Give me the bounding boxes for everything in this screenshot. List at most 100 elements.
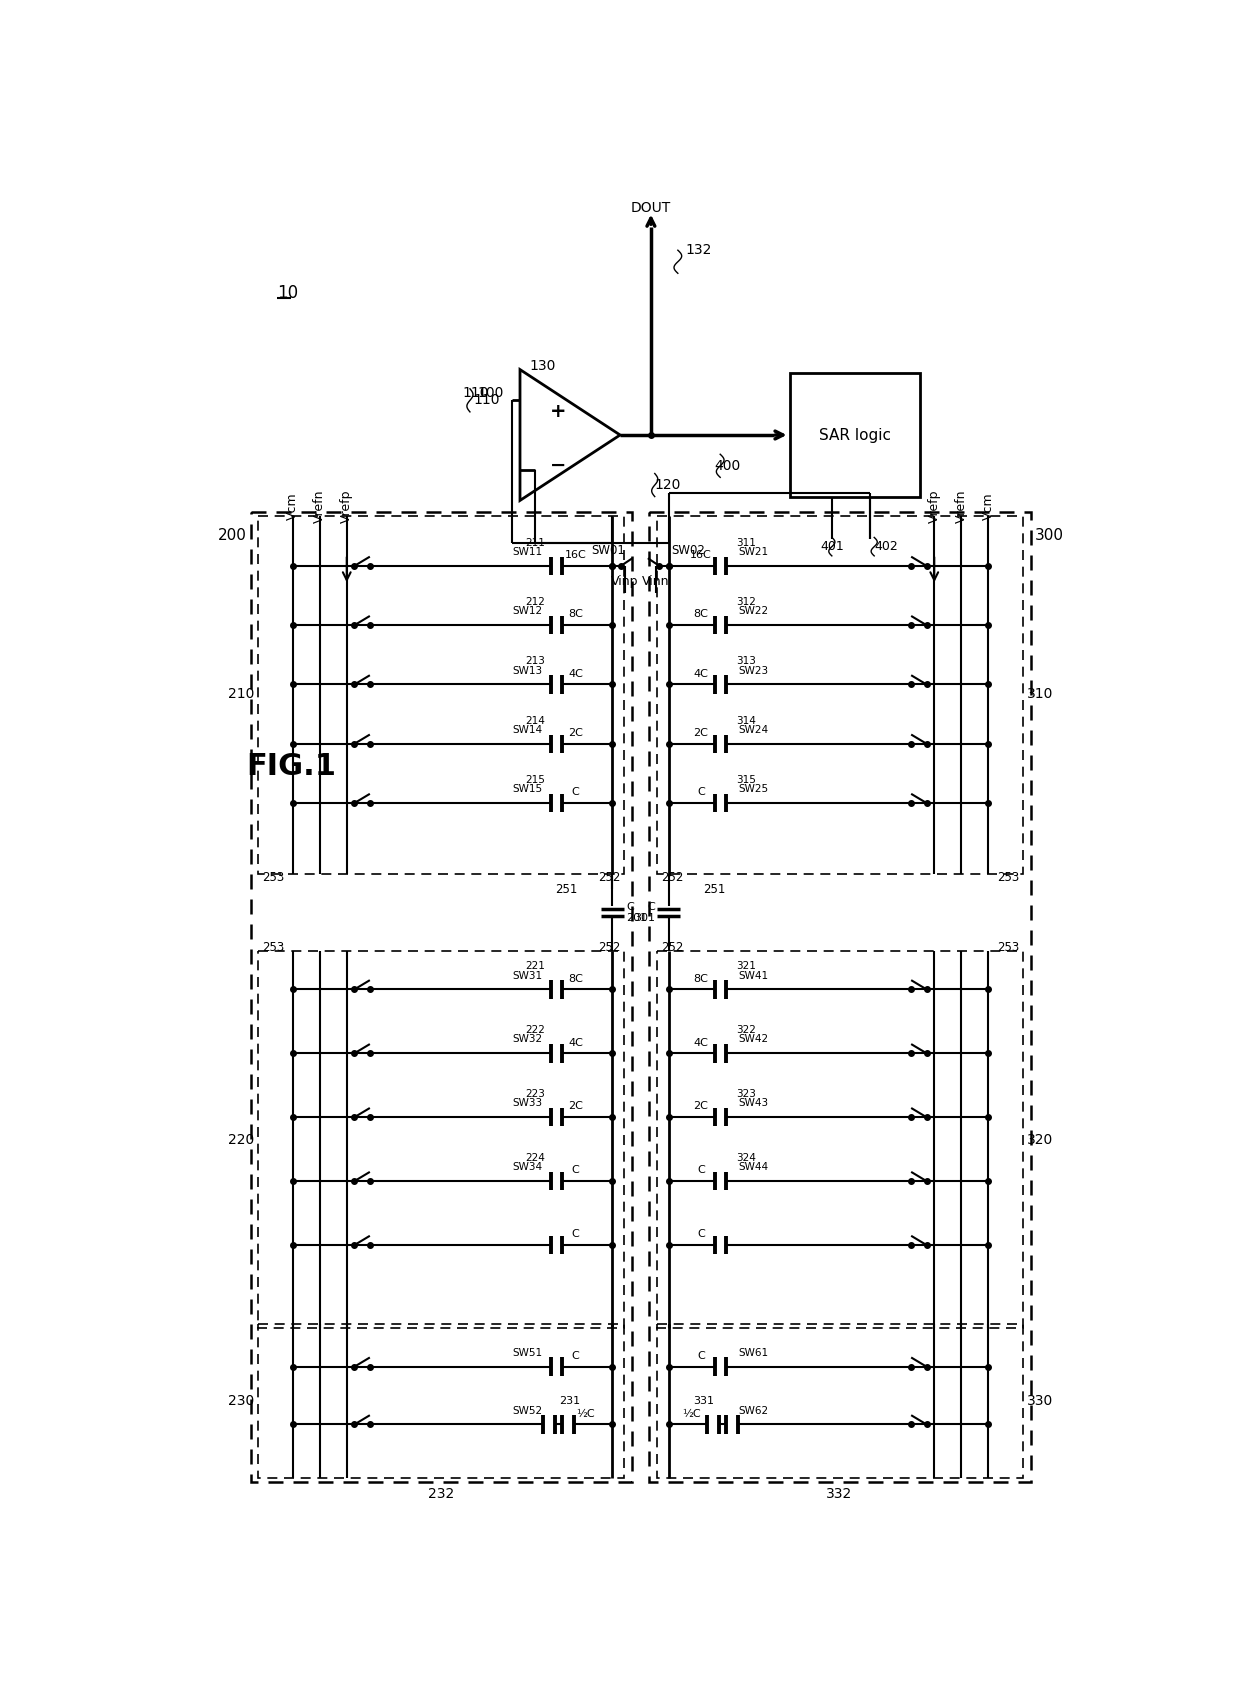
Text: +: + xyxy=(551,403,567,422)
Text: 120: 120 xyxy=(655,478,681,491)
Text: SW43: SW43 xyxy=(738,1098,769,1108)
Text: 212: 212 xyxy=(526,597,546,607)
Text: 4C: 4C xyxy=(693,1037,708,1047)
Text: 2C: 2C xyxy=(693,728,708,738)
Text: 16C: 16C xyxy=(564,551,587,559)
Text: 252: 252 xyxy=(598,872,620,884)
Text: 8C: 8C xyxy=(693,974,708,984)
Text: 252: 252 xyxy=(661,940,683,954)
Text: 253: 253 xyxy=(997,940,1019,954)
Text: Vrefn: Vrefn xyxy=(314,490,326,524)
Text: 400: 400 xyxy=(714,459,742,473)
Text: 251: 251 xyxy=(703,882,725,896)
Text: 2C: 2C xyxy=(693,1102,708,1112)
Bar xyxy=(790,374,920,496)
Text: Vcm: Vcm xyxy=(286,493,299,520)
Text: 300: 300 xyxy=(1034,527,1064,542)
Text: C: C xyxy=(572,1229,579,1239)
Text: C: C xyxy=(572,1166,579,1175)
Text: SW02: SW02 xyxy=(671,544,704,558)
Text: SW12: SW12 xyxy=(512,607,543,617)
Text: 332: 332 xyxy=(826,1488,853,1501)
Text: C: C xyxy=(697,1229,704,1239)
Text: SW24: SW24 xyxy=(738,724,769,734)
Text: 315: 315 xyxy=(735,775,755,785)
Text: SW34: SW34 xyxy=(512,1163,543,1173)
Text: Vrefn: Vrefn xyxy=(955,490,967,524)
Text: 324: 324 xyxy=(735,1153,755,1163)
Text: SW33: SW33 xyxy=(512,1098,543,1108)
Text: Vrefp: Vrefp xyxy=(340,490,353,524)
Bar xyxy=(250,512,631,1482)
Text: SW42: SW42 xyxy=(738,1035,769,1044)
Text: 10: 10 xyxy=(278,284,299,301)
Text: SW32: SW32 xyxy=(512,1035,543,1044)
Text: 130: 130 xyxy=(529,359,557,372)
Text: 224: 224 xyxy=(526,1153,546,1163)
Text: 311: 311 xyxy=(735,537,755,547)
Text: 220: 220 xyxy=(228,1132,254,1146)
Bar xyxy=(258,1324,624,1479)
Text: FIG.1: FIG.1 xyxy=(247,751,336,780)
Text: SW14: SW14 xyxy=(512,724,543,734)
Text: C: C xyxy=(697,1352,704,1362)
Text: Vinn: Vinn xyxy=(642,575,670,588)
Text: 223: 223 xyxy=(526,1090,546,1100)
Text: SW51: SW51 xyxy=(512,1348,543,1358)
Text: 251: 251 xyxy=(556,882,578,896)
Text: ½C: ½C xyxy=(682,1409,701,1420)
Text: 402: 402 xyxy=(874,541,898,552)
Text: −: − xyxy=(551,456,567,476)
Text: 16C: 16C xyxy=(691,551,712,559)
Text: SW61: SW61 xyxy=(738,1348,769,1358)
Text: SW01: SW01 xyxy=(590,544,625,558)
Text: 321: 321 xyxy=(735,960,755,971)
Text: 211: 211 xyxy=(526,537,546,547)
Bar xyxy=(258,950,624,1328)
Text: SW21: SW21 xyxy=(738,547,769,558)
Text: 2C: 2C xyxy=(568,728,583,738)
Text: 8C: 8C xyxy=(568,974,583,984)
Text: 312: 312 xyxy=(735,597,755,607)
Text: SAR logic: SAR logic xyxy=(818,427,892,442)
Text: C: C xyxy=(697,787,704,797)
Text: 313: 313 xyxy=(735,656,755,666)
Text: 322: 322 xyxy=(735,1025,755,1035)
Bar xyxy=(657,950,1023,1328)
Text: 8C: 8C xyxy=(568,609,583,619)
Text: SW23: SW23 xyxy=(738,666,769,675)
Text: 213: 213 xyxy=(526,656,546,666)
Text: SW11: SW11 xyxy=(512,547,543,558)
Text: DOUT: DOUT xyxy=(631,201,671,214)
Text: C: C xyxy=(572,1352,579,1362)
Text: 323: 323 xyxy=(735,1090,755,1100)
Text: 253: 253 xyxy=(262,872,284,884)
Bar xyxy=(657,1324,1023,1479)
Text: 8C: 8C xyxy=(693,609,708,619)
Text: C
201: C 201 xyxy=(626,901,647,923)
Text: SW13: SW13 xyxy=(512,666,543,675)
Text: 110: 110 xyxy=(463,386,489,400)
Text: 222: 222 xyxy=(526,1025,546,1035)
Text: 253: 253 xyxy=(997,872,1019,884)
Text: Vcm: Vcm xyxy=(982,493,994,520)
Text: SW62: SW62 xyxy=(738,1406,769,1416)
Text: SW15: SW15 xyxy=(512,784,543,794)
Text: 221: 221 xyxy=(526,960,546,971)
Text: 200: 200 xyxy=(218,527,247,542)
Text: 4C: 4C xyxy=(568,1037,583,1047)
Text: Vinp: Vinp xyxy=(611,575,639,588)
Text: C: C xyxy=(572,787,579,797)
Text: 2C: 2C xyxy=(568,1102,583,1112)
Text: 232: 232 xyxy=(428,1488,454,1501)
Text: 4C: 4C xyxy=(693,668,708,678)
Text: 4C: 4C xyxy=(568,668,583,678)
Text: SW52: SW52 xyxy=(512,1406,543,1416)
Text: 331: 331 xyxy=(693,1396,714,1406)
Text: 314: 314 xyxy=(735,716,755,726)
Text: 132: 132 xyxy=(686,243,712,257)
Text: 330: 330 xyxy=(1027,1394,1053,1408)
Text: 214: 214 xyxy=(526,716,546,726)
Bar xyxy=(650,512,1030,1482)
Bar xyxy=(258,515,624,874)
